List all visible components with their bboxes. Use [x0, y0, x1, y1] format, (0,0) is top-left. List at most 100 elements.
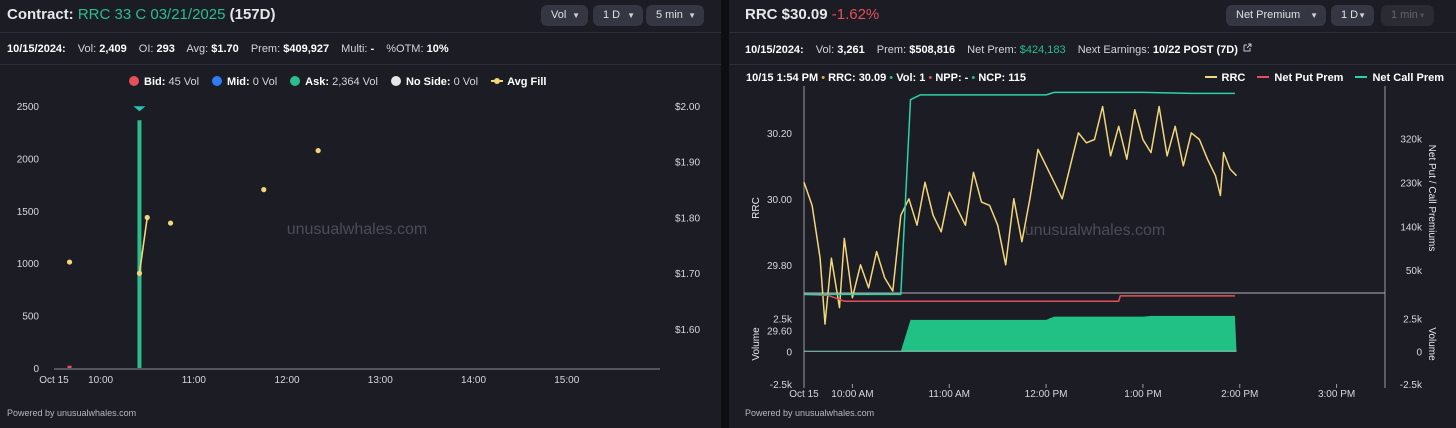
x-tick-label: 13:00 [368, 375, 393, 386]
stats-divider [0, 64, 721, 65]
volume-chart: 0 500 1000 1500 2000 2500 $1.60 $1.70 $1.80 $1.90… [17, 102, 701, 386]
readout-vol: Vol: 1 [896, 72, 926, 84]
net-prem-label: Net Prem: [967, 44, 1017, 56]
volume-tick-label: 0 [786, 347, 792, 358]
chart-legend: Bid: 45 Vol Mid: 0 Vol Ask: 2,364 Vol No Si… [129, 76, 559, 88]
legend-item[interactable]: RRC [1204, 72, 1246, 84]
stats-date: 10/15/2024: [745, 44, 804, 56]
ticker-change: -1.62% [831, 6, 880, 23]
metric-dropdown[interactable]: Vol ▼ [541, 5, 588, 26]
x-tick-label: Oct 15 [789, 389, 819, 400]
watermark: unusualwhales.com [1025, 222, 1166, 239]
range-dropdown[interactable]: 1 D ▼ [1331, 5, 1374, 26]
legend-label: Net Call Prem [1372, 72, 1444, 84]
legend-label: RRC [1221, 72, 1246, 84]
powered-by: Powered by unusualwhales.com [745, 408, 875, 418]
legend-value: 0 Vol [450, 76, 479, 88]
net-prem-value: $424,183 [1019, 44, 1066, 56]
readout-npp: NPP: - [935, 72, 969, 84]
chevron-down-icon: ▼ [627, 11, 635, 20]
y2-axis-title: Net Put / Call Premiums [1426, 145, 1437, 252]
stats-divider [729, 64, 1456, 65]
y-tick-label: 29.60 [767, 327, 792, 338]
contract-title: Contract: RRC 33 C 03/21/2025 (157D) [7, 6, 275, 23]
volume-axis-title-right: Volume [1426, 327, 1437, 361]
otm-label: %OTM: [386, 43, 424, 55]
line-swatch-icon [491, 78, 504, 84]
metric-dropdown[interactable]: Net Premium ▼ [1226, 5, 1326, 26]
contract-symbol[interactable]: RRC 33 C 03/21/2025 [77, 6, 226, 23]
range-dropdown-value: 1 D [603, 9, 621, 21]
contract-volume-panel: Contract: RRC 33 C 03/21/2025 (157D) Vol… [0, 0, 721, 428]
legend-item[interactable]: Net Call Prem [1355, 72, 1444, 84]
premium-chart: 29.60 29.80 30.00 30.20 50k 140k 230k 320k -2.5k… [751, 86, 1437, 400]
legend-item[interactable]: Bid: 45 Vol [129, 76, 199, 88]
legend-item[interactable]: Ask: 2,364 Vol [290, 76, 378, 88]
contract-dte: (157D) [229, 6, 276, 23]
earnings-label: Next Earnings: [1077, 44, 1150, 56]
line-swatch-icon [1355, 76, 1368, 78]
header-divider [0, 32, 721, 33]
y2-tick-label: $1.70 [675, 269, 700, 280]
interval-dropdown-value: 5 min [656, 9, 683, 21]
contract-stats: 10/15/2024: Vol: 2,409 OI: 293 Avg: $1.7… [7, 43, 449, 55]
volume-tick-label: -2.5k [770, 380, 793, 391]
prem-value: $409,927 [283, 43, 330, 55]
powered-by: Powered by unusualwhales.com [7, 408, 137, 418]
x-tick-label: 12:00 [275, 375, 300, 386]
ticker-symbol[interactable]: RRC [745, 6, 778, 23]
stats-date: 10/15/2024: [7, 43, 66, 55]
dot-swatch-icon [290, 76, 301, 86]
x-tick-label: 12:00 PM [1025, 389, 1068, 400]
readout-time: 10/15 1:54 PM [746, 72, 819, 84]
y-tick-label: 0 [33, 364, 39, 375]
y-tick-label: 29.80 [767, 261, 792, 272]
oi-label: OI: [138, 43, 154, 55]
avg-fill-point [136, 270, 143, 276]
volume-tick-label-right: 2.5k [1403, 315, 1423, 326]
ask-bar [137, 120, 142, 368]
y-tick-label: 2500 [17, 102, 40, 113]
ticker-title: RRC $30.09 -1.62% [745, 6, 879, 23]
net-put-prem-line [803, 293, 1235, 302]
interval-dropdown[interactable]: 5 min ▼ [646, 5, 704, 26]
x-tick-label: 3:00 PM [1318, 389, 1355, 400]
interval-dropdown-value: 1 min [1391, 9, 1418, 21]
range-dropdown-value: 1 D [1341, 9, 1359, 21]
legend-value: 0 Vol [249, 76, 278, 88]
y-tick-label: 2000 [17, 154, 40, 165]
avg-fill-point [66, 259, 73, 265]
chevron-down-icon: ▼ [1310, 11, 1318, 20]
line-swatch-icon [1204, 76, 1217, 78]
interval-dropdown[interactable]: 1 min ▼ [1381, 5, 1434, 26]
y-tick-label: 30.00 [767, 195, 792, 206]
legend-item[interactable]: Avg Fill [491, 76, 546, 88]
legend-item[interactable]: Mid: 0 Vol [212, 76, 277, 88]
range-dropdown[interactable]: 1 D ▼ [593, 5, 643, 26]
y2-tick-label: 50k [1406, 266, 1423, 277]
x-tick-label: 10:00 AM [831, 389, 873, 400]
net-call-prem-line [804, 91, 1235, 296]
vol-label: Vol: [77, 43, 97, 55]
y-tick-label: 500 [22, 312, 39, 323]
dot-swatch-icon [390, 76, 401, 86]
chevron-down-icon: ▼ [688, 11, 696, 20]
x-tick-label: 11:00 [182, 375, 207, 386]
metric-dropdown-value: Net Premium [1236, 9, 1301, 21]
legend-value: 2,364 Vol [329, 76, 378, 88]
avg-fill-point [315, 147, 321, 154]
x-tick-label: 14:00 [461, 375, 486, 386]
oi-value: 293 [156, 43, 175, 55]
external-link-icon[interactable] [1243, 43, 1252, 52]
avg-label: Avg: [186, 43, 209, 55]
y-tick-label: 1000 [17, 259, 40, 270]
y2-tick-label: 230k [1400, 178, 1423, 189]
panel-header: RRC $30.09 -1.62% Net Premium ▼ 1 D ▼ 1 … [729, 0, 1456, 32]
readout-ncp: NCP: 115 [978, 72, 1027, 84]
legend-item[interactable]: Net Put Prem [1257, 72, 1343, 84]
ticker-premium-panel: RRC $30.09 -1.62% Net Premium ▼ 1 D ▼ 1 … [729, 0, 1456, 428]
earnings-value[interactable]: 10/22 POST (7D) [1152, 44, 1238, 56]
legend-item[interactable]: No Side: 0 Vol [390, 76, 479, 88]
line-swatch-icon [1257, 76, 1270, 78]
y2-tick-label: $1.60 [675, 325, 700, 336]
